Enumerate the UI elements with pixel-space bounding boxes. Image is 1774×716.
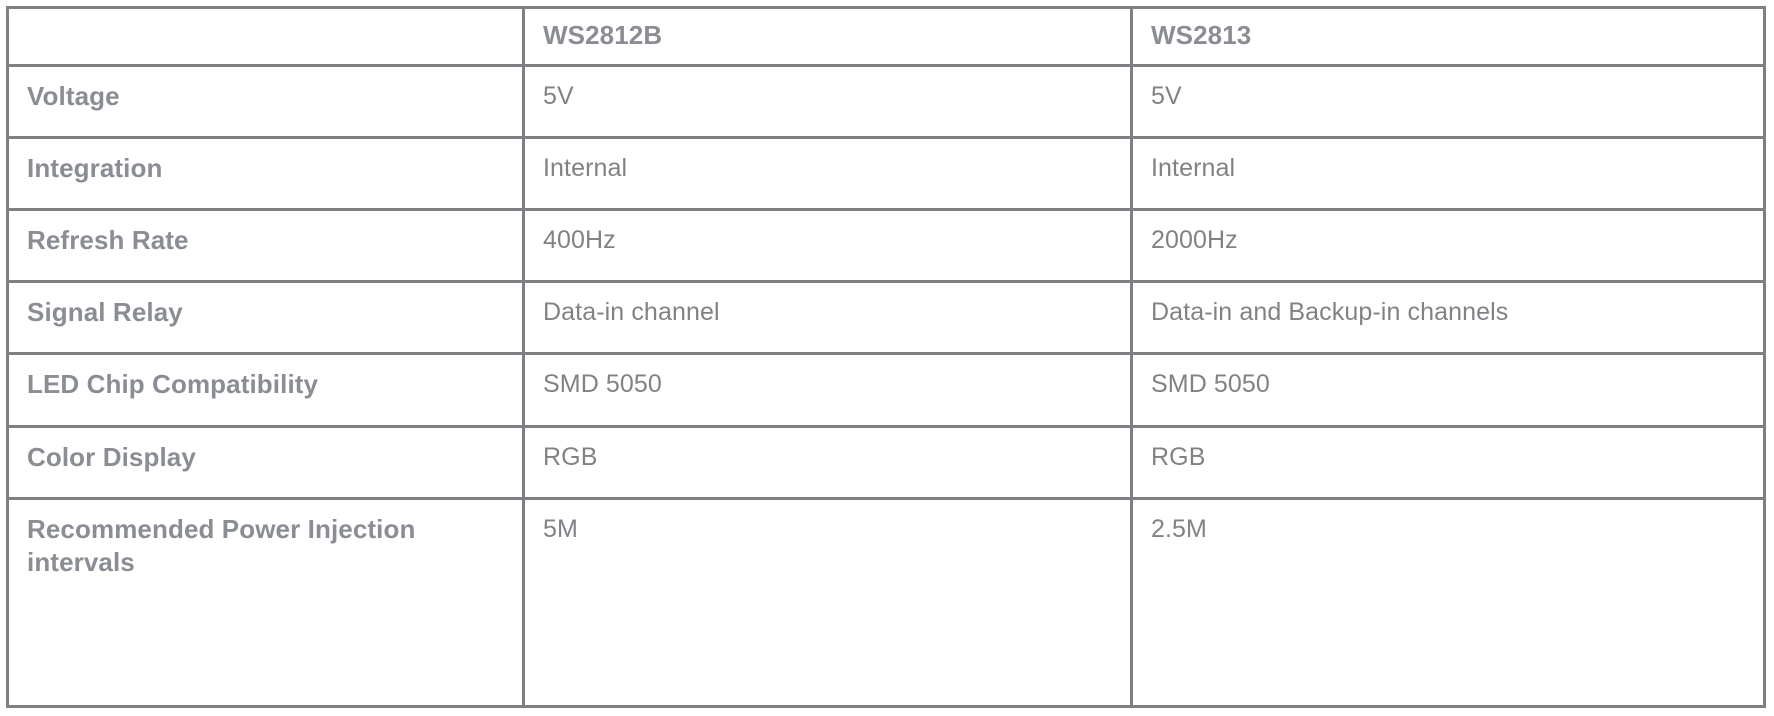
- value-recommended-power-injection-intervals-ws2813: 2.5M: [1151, 514, 1207, 543]
- table-row: Color Display RGB RGB: [6, 424, 1766, 500]
- row-label-cell: Integration: [6, 136, 525, 212]
- value-color-display-ws2813: RGB: [1151, 442, 1206, 471]
- value-integration-ws2812b: Internal: [543, 154, 628, 183]
- row-value-cell-ws2812b: SMD 5050: [522, 352, 1133, 428]
- row-value-cell-ws2813: 2000Hz: [1130, 208, 1766, 284]
- table-row: Voltage 5V 5V: [6, 64, 1766, 140]
- row-value-cell-ws2813: SMD 5050: [1130, 352, 1766, 428]
- row-label-refresh-rate: Refresh Rate: [27, 225, 189, 256]
- value-signal-relay-ws2812b: Data-in channel: [543, 298, 720, 327]
- header-label-ws2813: WS2813: [1151, 20, 1252, 50]
- table-row: Signal Relay Data-in channel Data-in and…: [6, 280, 1766, 356]
- row-label-cell: LED Chip Compatibility: [6, 352, 525, 428]
- row-value-cell-ws2812b: Internal: [522, 136, 1133, 212]
- table-row: Integration Internal Internal: [6, 136, 1766, 212]
- table-row: Recommended Power Injection intervals 5M…: [6, 496, 1766, 709]
- value-signal-relay-ws2813: Data-in and Backup-in channels: [1151, 298, 1509, 327]
- value-refresh-rate-ws2813: 2000Hz: [1151, 226, 1238, 255]
- row-value-cell-ws2813: Data-in and Backup-in channels: [1130, 280, 1766, 356]
- value-integration-ws2813: Internal: [1151, 154, 1236, 183]
- header-label-ws2812b: WS2812B: [543, 20, 663, 50]
- row-value-cell-ws2812b: 400Hz: [522, 208, 1133, 284]
- spec-comparison-table-container: WS2812B WS2813 Voltage 5V 5V I: [6, 5, 1766, 709]
- row-label-signal-relay: Signal Relay: [27, 297, 183, 328]
- row-label-cell: Refresh Rate: [6, 208, 525, 284]
- spec-comparison-table: WS2812B WS2813 Voltage 5V 5V I: [6, 5, 1766, 709]
- row-label-recommended-power-injection-intervals: Recommended Power Injection intervals: [27, 513, 416, 577]
- row-value-cell-ws2813: RGB: [1130, 424, 1766, 500]
- row-label-cell: Recommended Power Injection intervals: [6, 496, 525, 709]
- value-recommended-power-injection-intervals-ws2812b: 5M: [543, 514, 578, 543]
- row-label-cell: Voltage: [6, 64, 525, 140]
- row-value-cell-ws2812b: 5V: [522, 64, 1133, 140]
- header-cell-ws2813: WS2813: [1130, 5, 1766, 68]
- row-label-led-chip-compatibility: LED Chip Compatibility: [27, 369, 319, 400]
- row-value-cell-ws2812b: 5M: [522, 496, 1133, 709]
- row-value-cell-ws2812b: Data-in channel: [522, 280, 1133, 356]
- row-value-cell-ws2813: Internal: [1130, 136, 1766, 212]
- row-value-cell-ws2813: 2.5M: [1130, 496, 1766, 709]
- table-header-row: WS2812B WS2813: [6, 5, 1766, 68]
- header-cell-feature: [6, 5, 525, 68]
- row-label-color-display: Color Display: [27, 441, 196, 472]
- row-label-integration: Integration: [27, 153, 163, 184]
- value-refresh-rate-ws2812b: 400Hz: [543, 226, 616, 255]
- value-color-display-ws2812b: RGB: [543, 442, 598, 471]
- row-label-voltage: Voltage: [27, 81, 120, 112]
- row-value-cell-ws2813: 5V: [1130, 64, 1766, 140]
- table-row: Refresh Rate 400Hz 2000Hz: [6, 208, 1766, 284]
- value-led-chip-compatibility-ws2813: SMD 5050: [1151, 370, 1270, 399]
- value-voltage-ws2812b: 5V: [543, 82, 574, 111]
- row-value-cell-ws2812b: RGB: [522, 424, 1133, 500]
- value-led-chip-compatibility-ws2812b: SMD 5050: [543, 370, 662, 399]
- row-label-cell: Color Display: [6, 424, 525, 500]
- header-cell-ws2812b: WS2812B: [522, 5, 1133, 68]
- value-voltage-ws2813: 5V: [1151, 82, 1182, 111]
- table-row: LED Chip Compatibility SMD 5050 SMD 5050: [6, 352, 1766, 428]
- row-label-cell: Signal Relay: [6, 280, 525, 356]
